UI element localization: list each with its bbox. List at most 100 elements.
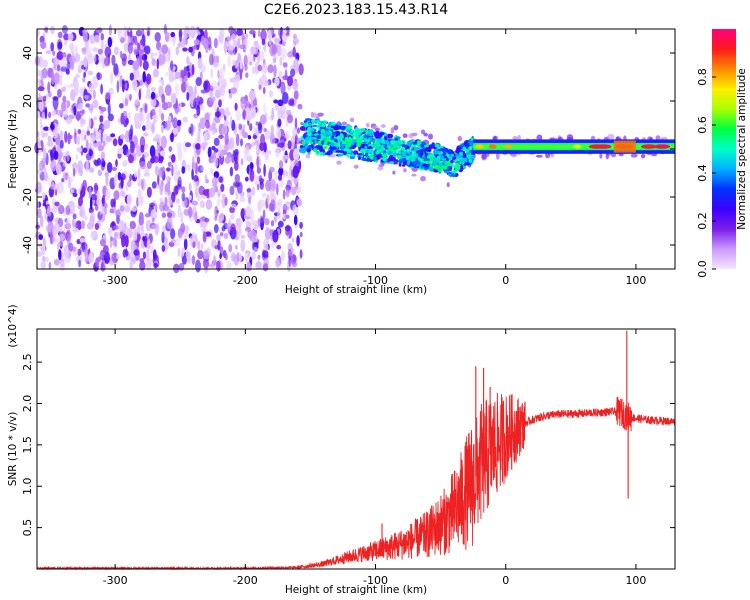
noise-blob bbox=[66, 233, 70, 241]
noise-blob bbox=[99, 239, 106, 247]
noise-blob bbox=[96, 197, 101, 206]
snr-plot-area bbox=[36, 330, 676, 571]
noise-blob bbox=[83, 71, 87, 78]
noise-blob bbox=[150, 245, 154, 256]
signal-halo-blob bbox=[618, 153, 624, 157]
noise-blob bbox=[136, 74, 143, 81]
noise-blob bbox=[119, 202, 126, 215]
noise-blob bbox=[292, 46, 296, 58]
signal-blob bbox=[350, 129, 355, 133]
noise-blob bbox=[50, 159, 57, 172]
signal-blob bbox=[434, 143, 440, 148]
noise-blob bbox=[232, 181, 240, 188]
spectrogram-y-tick-label: -40 bbox=[21, 236, 34, 254]
noise-blob bbox=[204, 29, 208, 40]
noise-blob bbox=[187, 85, 194, 94]
noise-blob bbox=[106, 162, 113, 173]
noise-blob bbox=[172, 36, 176, 47]
signal-peak-dot bbox=[417, 157, 422, 161]
noise-blob bbox=[133, 112, 140, 126]
signal-blob bbox=[382, 156, 387, 162]
noise-blob bbox=[144, 166, 150, 174]
noise-blob bbox=[180, 212, 184, 225]
noise-blob bbox=[46, 140, 54, 147]
signal-blob bbox=[358, 156, 361, 160]
signal-peak-dot bbox=[437, 155, 440, 159]
signal-blob bbox=[470, 156, 475, 160]
noise-blob bbox=[40, 69, 45, 81]
noise-blob bbox=[249, 61, 253, 66]
noise-blob bbox=[127, 179, 132, 188]
noise-blob bbox=[226, 260, 232, 270]
noise-blob bbox=[146, 160, 152, 169]
signal-peak-dot bbox=[432, 156, 437, 161]
noise-blob bbox=[134, 98, 139, 106]
noise-blob bbox=[229, 77, 236, 83]
noise-blob bbox=[273, 64, 277, 78]
noise-blob bbox=[57, 31, 63, 39]
noise-blob bbox=[181, 247, 185, 255]
noise-blob bbox=[112, 138, 118, 147]
noise-blob bbox=[48, 111, 52, 119]
noise-blob bbox=[249, 168, 255, 182]
noise-blob bbox=[115, 159, 118, 168]
signal-blob bbox=[349, 156, 355, 160]
noise-blob bbox=[83, 56, 88, 68]
noise-blob bbox=[243, 109, 246, 119]
noise-blob bbox=[92, 99, 99, 109]
noise-blob bbox=[94, 184, 99, 191]
noise-blob bbox=[265, 179, 272, 192]
noise-blob bbox=[186, 91, 190, 101]
signal-halo-blob bbox=[393, 125, 399, 131]
signal-blob bbox=[406, 160, 410, 166]
noise-blob bbox=[233, 155, 238, 161]
noise-blob bbox=[205, 199, 213, 210]
noise-blob bbox=[157, 141, 161, 154]
noise-blob bbox=[292, 80, 299, 91]
noise-blob bbox=[76, 238, 81, 245]
signal-blob bbox=[412, 160, 418, 166]
noise-blob bbox=[125, 117, 130, 125]
noise-blob bbox=[89, 103, 94, 114]
signal-peak-dot bbox=[413, 146, 419, 152]
noise-blob bbox=[64, 130, 68, 143]
noise-blob bbox=[153, 262, 158, 269]
noise-blob bbox=[164, 31, 170, 43]
noise-blob bbox=[279, 57, 283, 66]
noise-blob bbox=[220, 150, 224, 158]
noise-blob bbox=[165, 71, 169, 77]
noise-blob bbox=[85, 103, 91, 108]
noise-blob bbox=[262, 44, 266, 52]
noise-blob bbox=[110, 71, 114, 84]
signal-blob bbox=[368, 137, 371, 140]
noise-blob bbox=[85, 159, 89, 173]
noise-blob bbox=[228, 92, 233, 99]
noise-blob bbox=[121, 79, 125, 85]
noise-blob bbox=[196, 156, 201, 164]
noise-blob bbox=[237, 38, 241, 49]
noise-blob bbox=[97, 48, 104, 55]
noise-blob bbox=[99, 204, 103, 215]
noise-blob bbox=[294, 117, 298, 130]
noise-blob bbox=[121, 190, 126, 198]
noise-blob bbox=[180, 223, 186, 233]
noise-blob bbox=[271, 107, 275, 121]
signal-peak-dot bbox=[329, 134, 333, 137]
noise-blob bbox=[223, 144, 228, 155]
spectrogram-x-tick-label: -100 bbox=[363, 274, 388, 287]
noise-blob bbox=[257, 51, 261, 64]
noise-blob bbox=[113, 236, 117, 247]
snr-x-tick-label: -100 bbox=[363, 574, 388, 587]
noise-blob bbox=[245, 252, 249, 264]
noise-blob bbox=[164, 241, 169, 250]
noise-blob bbox=[137, 194, 144, 207]
noise-blob bbox=[52, 50, 56, 56]
noise-blob bbox=[190, 123, 194, 136]
noise-blob bbox=[280, 47, 287, 61]
signal-blob bbox=[361, 148, 367, 152]
noise-blob bbox=[197, 250, 204, 260]
noise-blob bbox=[219, 84, 226, 97]
signal-blob bbox=[451, 172, 456, 177]
noise-blob bbox=[179, 102, 182, 109]
noise-blob bbox=[277, 220, 284, 228]
